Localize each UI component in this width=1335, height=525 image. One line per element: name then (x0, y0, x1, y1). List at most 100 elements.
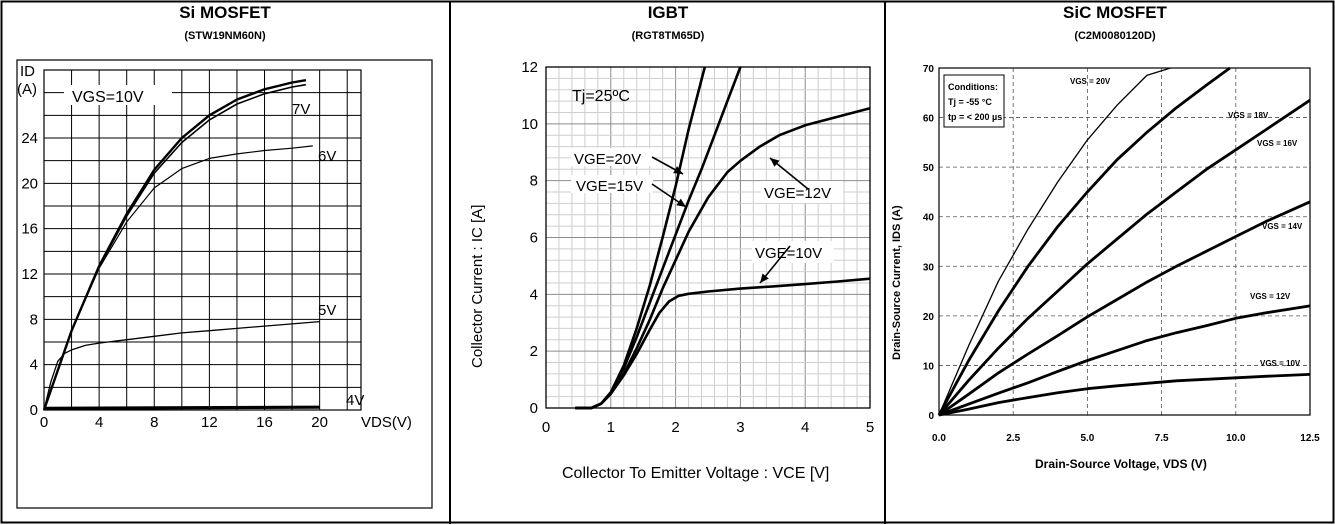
x-tick-label: 0.0 (932, 433, 946, 444)
y-tick-label: 24 (21, 130, 38, 147)
chart-curves (42, 79, 320, 411)
chart-grid (938, 67, 1311, 416)
y-tick-label: 0 (928, 411, 934, 422)
panel-subtitle: (RGT8TM65D) (632, 30, 705, 42)
panel-title: IGBT (648, 3, 689, 22)
chart-grid (545, 66, 871, 409)
series-label: VGE=12V (764, 185, 831, 202)
y-tick-label: 2 (530, 343, 538, 360)
series-label: VGS = 16V (1257, 139, 1298, 148)
panel-subtitle: (STW19NM60N) (184, 30, 266, 42)
arrow-head (676, 198, 686, 207)
series-label: 4V (346, 392, 364, 409)
y-tick-label: 20 (923, 312, 935, 323)
x-tick-label: 12.5 (1300, 433, 1320, 444)
annotation-bg (64, 85, 172, 105)
series-label: 7V (292, 101, 310, 118)
plot-area (938, 67, 1311, 416)
conditions-text: Conditions: (948, 82, 998, 92)
y-tick-label: 8 (30, 311, 38, 328)
conditions-box (943, 74, 1005, 128)
annotation-bg (571, 148, 653, 166)
series-label: VGE=10V (755, 245, 822, 262)
series-line (938, 200, 1311, 417)
x-tick-label: 2 (671, 419, 679, 436)
arrow-head (673, 166, 683, 174)
y-axis-unit: (A) (17, 81, 37, 98)
y-tick-label: 6 (530, 230, 538, 247)
chart-curves (937, 66, 1311, 417)
x-tick-label: 7.5 (1155, 433, 1169, 444)
series-label: VGS = 10V (1260, 359, 1301, 368)
plot-area (545, 66, 871, 409)
tick-labels: 0.0 2.5 5.0 7.5 10.0 12.5 0 10 20 30 40 50 60 70 (923, 64, 1320, 444)
tj-annotation: Tj=25ºC (572, 88, 630, 105)
y-tick-label: 0 (530, 400, 538, 417)
series-line (938, 304, 1311, 417)
y-tick-label: 12 (521, 59, 538, 76)
annotation-bg (752, 241, 834, 263)
x-tick-label: 20 (311, 414, 328, 431)
y-tick-label: 40 (923, 213, 935, 224)
series-line (937, 99, 1311, 416)
series-line (43, 145, 313, 411)
series-line (575, 277, 871, 410)
conditions-text: tp = < 200 µs (948, 112, 1002, 122)
y-tick-label: 8 (530, 173, 538, 190)
y-tick-label: 0 (30, 402, 38, 419)
x-tick-label: 5 (866, 419, 874, 436)
series-line (43, 320, 320, 411)
arrow-head (770, 158, 780, 167)
x-tick-label: 16 (256, 414, 273, 431)
series-line (42, 79, 307, 411)
y-tick-label: 10 (521, 116, 538, 133)
y-tick-label: 20 (21, 175, 38, 192)
series-label: 5V (318, 302, 336, 319)
y-tick-label: 70 (923, 64, 935, 75)
y-axis-label: Drain-Source Current, IDS (A) (891, 205, 903, 360)
arrow-head (760, 273, 769, 283)
x-tick-label: 8 (150, 414, 158, 431)
y-tick-label: 50 (923, 163, 935, 174)
x-tick-label: 1 (607, 419, 615, 436)
series-label: VGS = 14V (1262, 222, 1303, 231)
vgs-annotation: VGS=10V (72, 89, 144, 106)
y-tick-label: 12 (21, 266, 38, 283)
annotation-bg (571, 175, 653, 193)
plot-area (43, 69, 362, 411)
x-tick-label: 0 (542, 419, 550, 436)
series-line (43, 405, 320, 410)
x-tick-label: 10.0 (1226, 433, 1246, 444)
y-tick-label: 16 (21, 221, 38, 238)
series-label: VGE=20V (574, 151, 641, 168)
x-tick-label: 4 (801, 419, 809, 436)
x-tick-label: 12 (201, 414, 218, 431)
x-tick-label: 4 (95, 414, 103, 431)
x-tick-label: 0 (40, 414, 48, 431)
y-tick-label: 10 (923, 361, 935, 372)
series-line (938, 373, 1311, 417)
panel-box (16, 59, 433, 509)
x-tick-label: 2.5 (1006, 433, 1020, 444)
series-label: 6V (318, 148, 336, 165)
tick-labels: 0 4 8 12 16 20 0 4 8 12 16 20 24 (21, 130, 328, 431)
annotation-bg (761, 181, 843, 203)
series-label: VGS = 18V (1228, 111, 1269, 120)
x-axis-label: VDS(V) (361, 414, 412, 431)
series-line (937, 66, 1231, 416)
panel-sic-mosfet: SiC MOSFET (C2M0080120D) 0.0 2.5 5.0 7.5 10.… (891, 3, 1320, 471)
series-line (938, 67, 1171, 416)
x-tick-label: 3 (736, 419, 744, 436)
series-label: VGS = 12V (1250, 292, 1291, 301)
y-axis-label: ID (20, 63, 35, 80)
y-tick-label: 4 (530, 286, 538, 303)
panel-title: SiC MOSFET (1063, 3, 1168, 22)
y-axis-label: Collector Current : IC [A] (469, 205, 486, 368)
panel-si-mosfet: Si MOSFET (STW19NM60N) 0 4 8 12 16 20 0 4 8 12 16 2… (16, 3, 433, 509)
chart-curves (575, 66, 871, 410)
panel-subtitle: (C2M0080120D) (1074, 30, 1156, 42)
series-label: VGE=15V (576, 178, 643, 195)
y-tick-label: 30 (923, 262, 935, 273)
